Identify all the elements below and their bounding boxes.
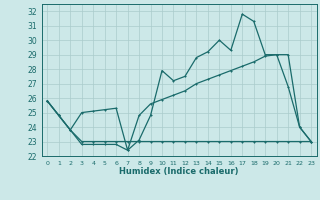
X-axis label: Humidex (Indice chaleur): Humidex (Indice chaleur) <box>119 167 239 176</box>
